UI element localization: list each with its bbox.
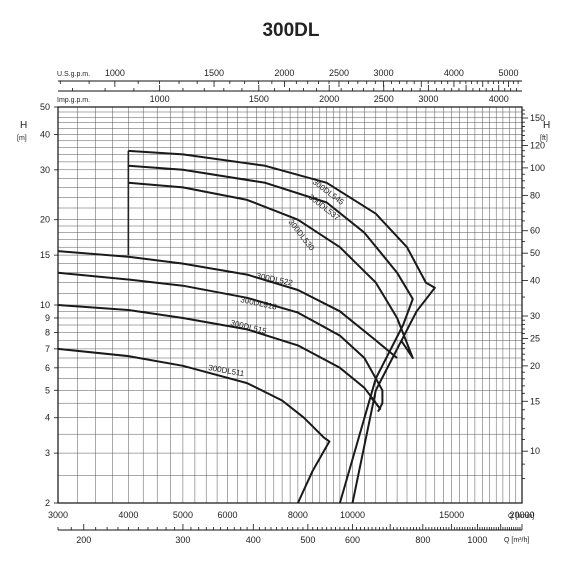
impgpm-tick-label: 2000 [319, 94, 339, 104]
y-left-tick-label: 20 [40, 215, 50, 225]
curve-300dl537 [128, 164, 414, 504]
y-left-tick-label: 50 [40, 102, 50, 112]
y-left-tick-label: 9 [45, 313, 50, 323]
y-axis-right-label: H [543, 120, 550, 131]
lpm-tick-label: 4000 [118, 510, 138, 520]
curve-label-300dl515: 300DL515 [230, 318, 269, 336]
chart-title: 300DL [262, 20, 319, 41]
y-left-tick-label: 7 [45, 344, 50, 354]
lpm-tick-label: 5000 [173, 510, 193, 520]
lpm-tick-label: 6000 [218, 510, 238, 520]
y-right-tick-label: 50 [530, 248, 540, 258]
m3h-tick-label: 400 [246, 535, 261, 545]
axes [54, 80, 528, 531]
curve-label-300dl511: 300DL511 [208, 363, 246, 378]
curve-label-300dl522: 300DL522 [256, 271, 295, 288]
y-left-tick-label: 10 [40, 300, 50, 310]
y-right-tick-label: 60 [530, 226, 540, 236]
y-left-tick-label: 15 [40, 250, 50, 260]
lpm-tick-label: 8000 [288, 510, 308, 520]
y-left-tick-label: 30 [40, 165, 50, 175]
usgpm-axis-label: U.S.g.p.m. [57, 71, 90, 78]
curve-label-300dl518: 300DL518 [240, 295, 279, 312]
y-axis-left-label: H [20, 120, 27, 131]
m3h-tick-label: 600 [345, 535, 360, 545]
usgpm-tick-label: 1000 [105, 68, 125, 78]
m3h-tick-label: 800 [415, 535, 430, 545]
y-axis-right-unit: [ft] [540, 135, 548, 142]
usgpm-tick-label: 5000 [498, 68, 518, 78]
y-right-tick-label: 25 [530, 333, 540, 343]
curve-300dl545 [128, 149, 436, 504]
x-axis-m3h-label: Q [m³/h] [504, 537, 529, 544]
lpm-tick-label: 20000 [509, 510, 534, 520]
m3h-tick-label: 300 [175, 535, 190, 545]
y-right-tick-label: 10 [530, 446, 540, 456]
lpm-tick-label: 10000 [340, 510, 365, 520]
impgpm-tick-label: 1500 [249, 94, 269, 104]
impgpm-tick-label: 4000 [489, 94, 509, 104]
y-left-tick-label: 8 [45, 327, 50, 337]
y-right-tick-label: 80 [530, 190, 540, 200]
usgpm-tick-label: 2000 [274, 68, 294, 78]
y-right-tick-label: 100 [530, 163, 545, 173]
y-left-tick-label: 2 [45, 498, 50, 508]
y-left-tick-label: 3 [45, 448, 50, 458]
grid [57, 106, 523, 504]
y-right-tick-label: 120 [530, 140, 545, 150]
y-left-tick-label: 6 [45, 363, 50, 373]
y-right-tick-label: 20 [530, 361, 540, 371]
y-right-tick-label: 40 [530, 276, 540, 286]
x-axis-lpm-label: Q [l/min] [508, 513, 534, 520]
curve-300dl511 [57, 347, 331, 504]
y-right-tick-label: 30 [530, 311, 540, 321]
impgpm-axis-label: Imp.g.p.m. [57, 97, 90, 104]
m3h-tick-label: 1000 [467, 535, 487, 545]
y-axis-left-unit: [m] [17, 135, 27, 142]
usgpm-tick-label: 1500 [204, 68, 224, 78]
y-left-tick-label: 40 [40, 129, 50, 139]
curves [57, 149, 436, 504]
impgpm-tick-label: 2500 [374, 94, 394, 104]
usgpm-tick-label: 4000 [444, 68, 464, 78]
y-left-tick-label: 4 [45, 413, 50, 423]
curve-300dl522 [57, 250, 398, 359]
y-right-tick-label: 150 [530, 113, 545, 123]
m3h-tick-label: 500 [300, 535, 315, 545]
usgpm-tick-label: 3000 [374, 68, 394, 78]
m3h-tick-label: 200 [76, 535, 91, 545]
impgpm-tick-label: 1000 [150, 94, 170, 104]
lpm-tick-label: 15000 [439, 510, 464, 520]
curve-300dl515 [57, 304, 382, 410]
lpm-tick-label: 3000 [48, 510, 68, 520]
y-left-tick-label: 5 [45, 385, 50, 395]
impgpm-tick-label: 3000 [418, 94, 438, 104]
curve-300dl518 [57, 271, 384, 413]
y-right-tick-label: 15 [530, 396, 540, 406]
usgpm-tick-label: 2500 [329, 68, 349, 78]
curve-300dl530 [128, 181, 414, 359]
